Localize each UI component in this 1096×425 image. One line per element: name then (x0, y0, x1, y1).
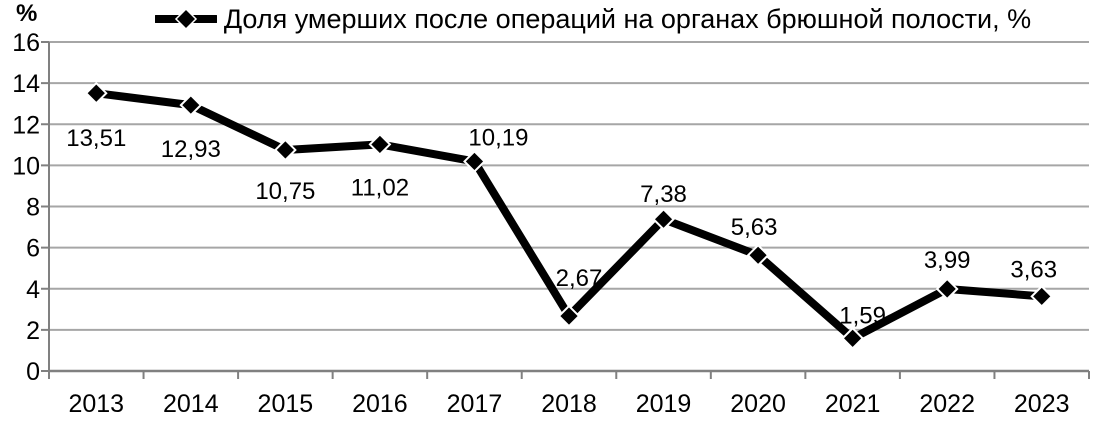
x-tick-label: 2021 (825, 390, 881, 418)
data-point-marker (841, 326, 865, 350)
y-tick-label: 8 (26, 194, 40, 222)
y-tick-label: 14 (12, 70, 40, 98)
data-point-marker (463, 150, 486, 173)
series-line (92, 89, 1046, 343)
legend: Доля умерших после операций на органах б… (90, 4, 1096, 34)
y-tick-label: 0 (26, 358, 40, 386)
x-tick-label: 2019 (636, 390, 692, 418)
y-tick-label: 4 (26, 276, 40, 304)
y-tick-label: 12 (12, 111, 40, 139)
data-point-label: 2,67 (556, 265, 603, 292)
data-point-marker (84, 81, 108, 105)
data-point-marker (179, 93, 203, 117)
data-point-marker (935, 277, 959, 301)
x-tick-label: 2013 (68, 390, 124, 418)
data-point-marker (557, 304, 581, 328)
data-point-label: 5,63 (731, 214, 778, 241)
x-tick-label: 2016 (352, 390, 408, 418)
x-tick-label: 2022 (919, 390, 975, 418)
data-point-marker (746, 243, 770, 267)
legend-line-marker-icon (154, 9, 217, 29)
data-point-label: 7,38 (640, 181, 687, 208)
data-point-label: 3,63 (1010, 256, 1057, 283)
data-point-marker (652, 207, 675, 231)
x-tick-label: 2020 (730, 390, 786, 418)
data-point-label: 10,19 (468, 124, 528, 151)
data-point-marker (1030, 284, 1054, 308)
data-point-marker (273, 138, 297, 162)
data-point-label: 13,51 (66, 125, 126, 152)
data-point-label: 11,02 (351, 174, 409, 201)
y-axis-unit-label: % (16, 0, 38, 27)
x-tick-label: 2015 (258, 390, 314, 418)
data-point-marker (368, 132, 392, 156)
x-tick-label: 2018 (541, 390, 597, 418)
y-tick-label: 10 (12, 152, 40, 180)
data-point-label: 1,59 (839, 302, 886, 329)
y-tick-label: 16 (12, 29, 40, 57)
data-point-label: 3,99 (924, 247, 971, 274)
legend-label: Доля умерших после операций на органах б… (223, 4, 1032, 34)
x-tick-label: 2014 (163, 390, 219, 418)
y-tick-label: 2 (26, 317, 40, 345)
data-point-label: 12,93 (161, 136, 221, 163)
x-tick-label: 2017 (447, 390, 503, 418)
y-tick-label: 6 (26, 235, 40, 263)
data-point-label: 10,75 (255, 178, 315, 205)
x-tick-label: 2023 (1014, 390, 1070, 418)
